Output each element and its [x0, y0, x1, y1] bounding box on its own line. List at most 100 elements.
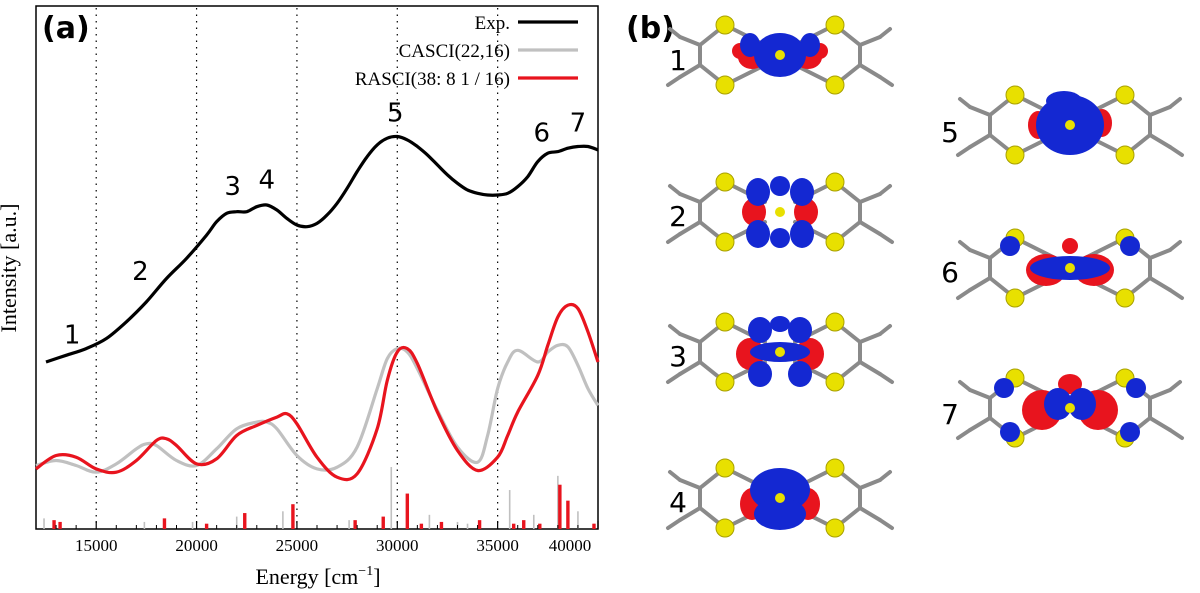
bond-stick — [1148, 388, 1172, 400]
legend-label: CASCI(22,16) — [399, 41, 510, 62]
bond-stick — [668, 184, 682, 196]
central-atom — [775, 50, 785, 60]
x-tick-label: 20000 — [175, 536, 218, 555]
series-line-casci — [35, 342, 600, 474]
central-atom — [1065, 120, 1075, 130]
bond-stick — [968, 416, 992, 432]
y-axis-label: Intensity [a.u.] — [0, 204, 21, 333]
bond-stick — [668, 27, 682, 39]
x-tick-label: 15000 — [75, 536, 118, 555]
bond-stick — [958, 380, 972, 392]
orbital-images: 1 2 3 4 5 6 7 — [666, 15, 1184, 538]
panel-a-spectrum: (a) 15000 20000 25000 30000 35000 40000 1 2 3 4 5… — [0, 5, 600, 589]
bond-stick — [666, 518, 682, 530]
negative-lobe — [1062, 238, 1078, 254]
sulfur-atom — [715, 75, 735, 95]
x-axis-ticks: 15000 20000 25000 30000 35000 40000 — [35, 521, 599, 555]
bond-stick — [1148, 416, 1172, 432]
sulfur-atom — [715, 232, 735, 252]
bond-stick — [878, 232, 894, 244]
x-axis-label-sup: −1 — [358, 564, 373, 579]
bond-stick — [678, 332, 702, 344]
negative-lobe — [1058, 374, 1082, 394]
bond-stick — [878, 184, 892, 196]
peak-label: 5 — [387, 99, 404, 129]
bond-stick — [968, 133, 992, 149]
bond-stick — [1168, 240, 1182, 252]
positive-lobe — [1000, 422, 1020, 442]
positive-lobe — [770, 176, 790, 196]
peak-label: 2 — [132, 257, 149, 287]
central-atom — [1065, 263, 1075, 273]
bond-stick — [878, 518, 894, 530]
bond-stick — [858, 192, 882, 204]
positive-lobe — [1120, 422, 1140, 442]
orbital-image-1: 1 — [666, 15, 894, 95]
sulfur-atom — [825, 372, 845, 392]
orbital-label: 5 — [941, 116, 959, 149]
peak-label: 7 — [570, 109, 587, 139]
positive-lobe — [1044, 388, 1072, 420]
peak-label: 4 — [259, 165, 276, 195]
sulfur-atom — [715, 372, 735, 392]
bond-stick — [1148, 105, 1172, 117]
positive-lobe — [754, 498, 806, 530]
positive-lobe — [770, 316, 790, 332]
bond-stick — [968, 105, 992, 117]
positive-lobe — [746, 220, 770, 248]
sulfur-atom — [825, 75, 845, 95]
orbital-image-7: 7 — [941, 368, 1184, 448]
bond-stick — [878, 75, 894, 87]
bond-stick — [958, 240, 972, 252]
bond-stick — [968, 388, 992, 400]
bond-stick — [878, 470, 892, 482]
bond-stick — [1168, 428, 1184, 440]
bond-stick — [666, 372, 682, 384]
bond-stick — [858, 360, 882, 376]
positive-lobe — [748, 361, 772, 387]
sulfur-atom — [715, 15, 735, 35]
bond-stick — [666, 232, 682, 244]
x-tick-label: 30000 — [376, 536, 419, 555]
bond-stick — [858, 220, 882, 236]
orbital-label: 1 — [669, 44, 687, 77]
sulfur-atom — [825, 518, 845, 538]
positive-lobe — [1120, 236, 1140, 256]
peak-label: 3 — [224, 172, 241, 202]
orbital-image-5: 5 — [941, 85, 1184, 165]
x-tick-label: 25000 — [276, 536, 319, 555]
bond-stick — [956, 288, 972, 300]
sulfur-atom — [715, 518, 735, 538]
bond-stick — [678, 506, 702, 522]
orbital-image-6: 6 — [941, 228, 1184, 308]
x-axis-label-tail: ] — [373, 564, 380, 589]
positive-lobe — [1046, 91, 1082, 111]
bond-stick — [858, 35, 882, 47]
panel-b-orbitals: (b) 1 2 3 4 5 6 7 — [626, 11, 1184, 538]
bond-stick — [878, 27, 892, 39]
bond-stick — [678, 63, 702, 79]
plot-frame — [35, 5, 599, 530]
bond-stick — [668, 324, 682, 336]
sulfur-atom — [1005, 85, 1025, 105]
legend-label: RASCI(38: 8 1 / 16) — [355, 69, 510, 90]
positive-lobe — [994, 378, 1014, 398]
x-tick-label: 40000 — [549, 536, 592, 555]
bond-stick — [1148, 276, 1172, 292]
bond-stick — [668, 470, 682, 482]
sulfur-atom — [825, 232, 845, 252]
x-axis-label-main: Energy [cm — [255, 564, 358, 589]
stick-spectra — [43, 467, 596, 529]
x-tick-label: 35000 — [476, 536, 519, 555]
bond-stick — [956, 428, 972, 440]
sulfur-atom — [1115, 85, 1135, 105]
peak-annotations: 1 2 3 4 5 6 7 — [64, 99, 586, 351]
orbital-image-3: 3 — [666, 312, 894, 392]
positive-lobe — [770, 228, 790, 248]
bond-stick — [858, 506, 882, 522]
panel-a-label: (a) — [42, 11, 90, 46]
positive-lobe — [788, 361, 812, 387]
bond-stick — [1168, 145, 1184, 157]
sulfur-atom — [715, 458, 735, 478]
orbital-image-2: 2 — [666, 172, 894, 252]
